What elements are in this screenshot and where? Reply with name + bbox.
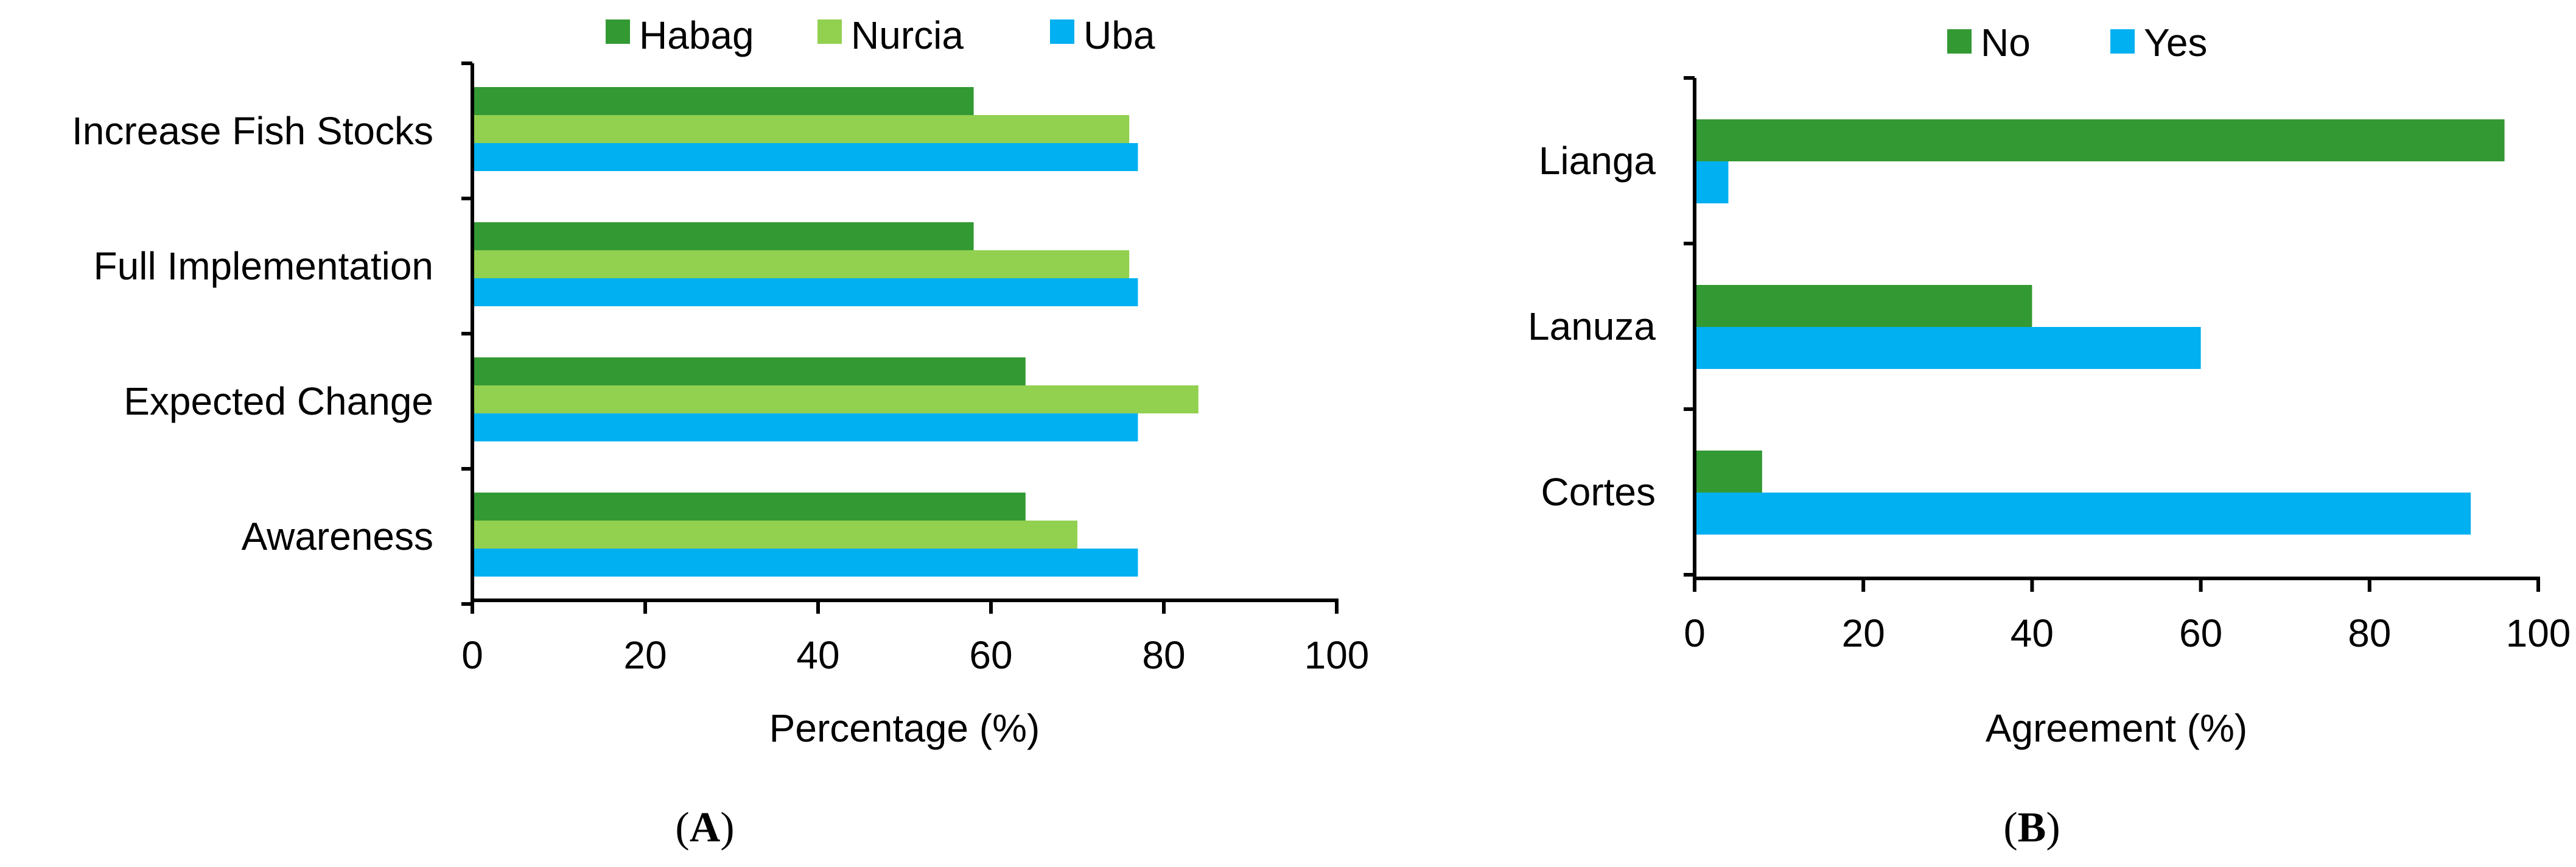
bar-yes-lianga [1695,161,1729,203]
chart-a-axes [461,61,1339,614]
legend-label-nurcia: Nurcia [851,13,964,57]
x-tick-label-80: 80 [2348,611,2391,655]
category-label-expected-change: Expected Change [124,379,433,423]
category-label-cortes: Cortes [1541,470,1656,514]
chart-b-x-axis-label: Agreement (%) [1986,706,2247,750]
x-tick-label-20: 20 [623,633,667,677]
category-label-awareness: Awareness [242,514,433,558]
category-label-lanuza: Lanuza [1528,304,1656,348]
legend-label-no: No [1981,21,2031,65]
legend-label-uba: Uba [1083,13,1155,57]
chart-b-legend: No Yes [1947,21,2207,65]
bar-nurcia-increase-fish-stocks [472,115,1130,143]
bar-uba-full-implementation [472,278,1138,306]
bar-uba-awareness [472,549,1138,577]
legend-label-yes: Yes [2144,21,2207,65]
legend-swatch-nurcia [817,19,842,44]
chart-b-bars [1695,119,2505,535]
legend-swatch-habag [606,19,630,44]
chart-a-bars [472,87,1199,577]
bar-no-cortes [1695,451,1762,493]
category-label-lianga: Lianga [1539,139,1656,183]
chart-b-axes [1684,76,2540,592]
bar-no-lanuza [1695,285,2032,327]
legend-swatch-no [1947,29,1972,54]
legend-label-habag: Habag [639,13,754,57]
bar-habag-awareness [472,493,1026,521]
bar-habag-full-implementation [472,222,974,250]
x-tick-label-100: 100 [1304,633,1370,677]
x-tick-label-40: 40 [2011,611,2054,655]
bar-yes-lanuza [1695,327,2201,369]
panel-a-caption: (A) [675,804,734,851]
legend-swatch-yes [2110,29,2135,54]
chart-b: No Yes 0 20 40 60 80 100 Lianga Lanuza Cortes A… [1528,21,2571,851]
bar-habag-increase-fish-stocks [472,87,974,115]
chart-a: Habag Nurcia Uba 0 20 40 60 80 100 Increase F… [72,13,1369,851]
category-label-increase-fish-stocks: Increase Fish Stocks [72,109,433,153]
bar-yes-cortes [1695,493,2471,535]
x-tick-label-0: 0 [1684,611,1706,655]
x-tick-label-80: 80 [1142,633,1185,677]
bar-nurcia-expected-change [472,385,1199,413]
x-tick-label-20: 20 [1842,611,1885,655]
x-tick-label-40: 40 [796,633,839,677]
panel-b-caption: (B) [2003,804,2060,851]
x-tick-label-0: 0 [461,633,483,677]
bar-uba-expected-change [472,413,1138,441]
bar-nurcia-full-implementation [472,250,1130,278]
chart-b-x-ticks: 0 20 40 60 80 100 [1684,611,2571,655]
chart-a-x-axis-label: Percentage (%) [769,706,1040,750]
x-tick-label-60: 60 [969,633,1012,677]
category-label-full-implementation: Full Implementation [94,244,433,288]
chart-b-categories: Lianga Lanuza Cortes [1528,139,1656,514]
x-tick-label-100: 100 [2506,611,2571,655]
bar-uba-increase-fish-stocks [472,143,1138,171]
bar-no-lianga [1695,119,2505,161]
bar-nurcia-awareness [472,521,1077,549]
x-tick-label-60: 60 [2179,611,2222,655]
bar-habag-expected-change [472,357,1026,385]
chart-a-categories: Increase Fish Stocks Full Implementation E… [72,109,433,558]
chart-a-x-ticks: 0 20 40 60 80 100 [461,633,1369,677]
chart-a-legend: Habag Nurcia Uba [606,13,1155,57]
legend-swatch-uba [1050,19,1074,44]
